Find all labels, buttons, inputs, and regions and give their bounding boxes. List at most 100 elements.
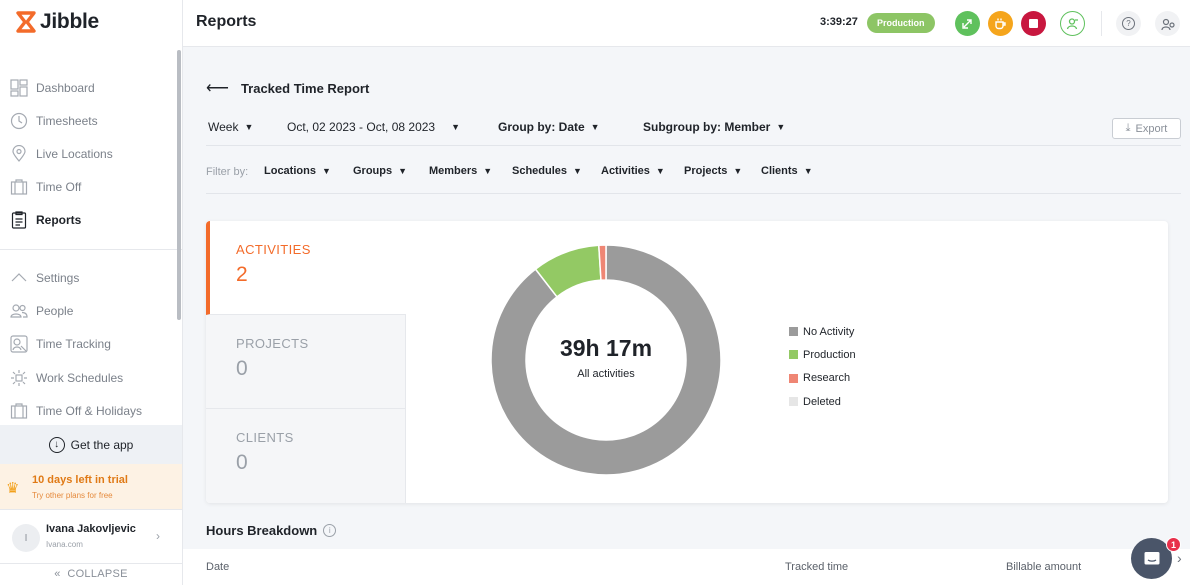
stop-square-icon xyxy=(1029,19,1038,28)
suitcase-icon xyxy=(10,179,28,195)
summary-card: ACTIVITIES 2 PROJECTS 0 CLIENTS 0 39h 17… xyxy=(206,221,1168,503)
jibble-logo[interactable]: Jibble xyxy=(16,10,99,34)
filter-projects[interactable]: Projects ▼ xyxy=(684,165,742,177)
chat-unread-badge: 1 xyxy=(1166,537,1181,552)
filter-label: Schedules xyxy=(512,165,568,177)
subgroup-by-dropdown[interactable]: Subgroup by: Member ▼ xyxy=(643,120,785,134)
sidebar-item-settings[interactable]: Settings xyxy=(10,266,79,290)
caret-down-icon: ▼ xyxy=(803,166,813,176)
chevron-right-icon: › xyxy=(156,529,160,543)
sidebar-item-timesheets[interactable]: Timesheets xyxy=(10,109,98,133)
get-app-button[interactable]: ↓ Get the app xyxy=(0,425,182,464)
user-settings-icon xyxy=(1160,18,1175,30)
legend-item-production[interactable]: Production xyxy=(789,343,856,366)
export-button[interactable]: ⤓ Export xyxy=(1112,118,1181,139)
filter-clients[interactable]: Clients ▼ xyxy=(761,165,813,177)
sidebar-item-time-tracking[interactable]: Time Tracking xyxy=(10,332,111,356)
sidebar-item-time-off[interactable]: Time Off xyxy=(10,175,81,199)
caret-down-icon: ▼ xyxy=(321,166,331,176)
legend-label: Production xyxy=(803,348,856,361)
stop-button[interactable] xyxy=(1021,11,1046,36)
get-app-label: Get the app xyxy=(70,437,134,452)
group-by-dropdown[interactable]: Group by: Date ▼ xyxy=(498,120,600,134)
caret-down-icon: ▼ xyxy=(776,122,786,132)
legend-label: No Activity xyxy=(803,325,855,338)
sidebar-item-label: Time Tracking xyxy=(36,337,111,351)
caret-down-icon: ▼ xyxy=(451,122,461,132)
sidebar-item-time-off-holidays[interactable]: Time Off & Holidays xyxy=(10,399,142,423)
sidebar-item-reports[interactable]: Reports xyxy=(10,208,81,232)
filter-label: Activities xyxy=(601,165,650,177)
back-arrow-icon[interactable]: ⟵ xyxy=(206,80,229,97)
column-header-tracked-time[interactable]: Tracked time xyxy=(785,561,849,573)
filter-label: Clients xyxy=(761,165,798,177)
clock-in-user-button[interactable] xyxy=(1060,11,1085,36)
chat-button[interactable] xyxy=(1131,538,1172,579)
caret-down-icon: ▼ xyxy=(573,166,582,176)
filter-groups[interactable]: Groups ▼ xyxy=(353,165,407,177)
sidebar-item-dashboard[interactable]: Dashboard xyxy=(10,76,95,100)
donut-slice-research[interactable] xyxy=(598,245,607,281)
break-button[interactable] xyxy=(988,11,1013,36)
period-value: Week xyxy=(208,120,239,134)
sidebar-item-label: Dashboard xyxy=(36,81,95,95)
divider xyxy=(206,145,1181,146)
sidebar-item-label: Time Off & Holidays xyxy=(36,404,143,418)
caret-down-icon: ▼ xyxy=(733,166,743,176)
legend-item-no-activity[interactable]: No Activity xyxy=(789,320,856,343)
location-pin-icon xyxy=(12,145,26,162)
collapse-label: COLLAPSE xyxy=(67,568,128,580)
section-title-text: Hours Breakdown xyxy=(206,523,318,538)
sidebar-item-live-locations[interactable]: Live Locations xyxy=(10,142,113,166)
chart-legend: No Activity Production Research Deleted xyxy=(789,320,856,413)
period-dropdown[interactable]: Week ▼ xyxy=(208,120,253,134)
filter-locations[interactable]: Locations ▼ xyxy=(264,165,331,177)
column-header-date[interactable]: Date xyxy=(206,561,230,573)
info-icon[interactable]: i xyxy=(323,524,337,537)
activity-badge[interactable]: Production xyxy=(867,13,935,33)
filter-label: Locations xyxy=(264,165,316,177)
legend-swatch xyxy=(789,397,798,407)
trial-banner[interactable]: ♛ 10 days left in trial Try other plans … xyxy=(0,464,182,509)
chevron-up-icon xyxy=(11,273,27,282)
date-range-dropdown[interactable]: Oct, 02 2023 - Oct, 08 2023 ▼ xyxy=(287,120,460,134)
filter-label: Filter by: xyxy=(206,166,249,178)
help-button[interactable]: ? xyxy=(1116,11,1141,36)
legend-item-deleted[interactable]: Deleted xyxy=(789,390,856,413)
filter-schedules[interactable]: Schedules ▼ xyxy=(512,165,582,177)
caret-down-icon: ▼ xyxy=(655,166,665,176)
filter-label: Projects xyxy=(684,165,728,177)
activities-donut-chart xyxy=(491,245,721,475)
timer-clock: 3:39:27 xyxy=(820,16,858,28)
trial-subtitle: Try other plans for free xyxy=(32,491,113,500)
stat-tab-clients[interactable]: CLIENTS 0 xyxy=(206,409,406,503)
sidebar-item-work-schedules[interactable]: Work Schedules xyxy=(10,366,123,390)
stat-tabs: ACTIVITIES 2 PROJECTS 0 CLIENTS 0 xyxy=(206,221,406,503)
double-chevron-left-icon: « xyxy=(54,568,61,580)
stat-tab-activities[interactable]: ACTIVITIES 2 xyxy=(206,221,406,315)
settings-button[interactable] xyxy=(1155,11,1180,36)
user-name: Ivana Jakovljevic xyxy=(46,523,136,535)
sidebar-scrollbar[interactable] xyxy=(177,50,181,320)
donut-slice-no-activity[interactable] xyxy=(491,245,721,475)
collapse-button[interactable]: « COLLAPSE xyxy=(0,568,182,580)
coffee-cup-icon xyxy=(995,18,1006,30)
user-profile[interactable]: I Ivana Jakovljevic Ivana.com › xyxy=(0,509,182,564)
column-header-billable-amount[interactable]: Billable amount xyxy=(1006,561,1082,573)
stat-tab-projects[interactable]: PROJECTS 0 xyxy=(206,315,406,409)
filter-members[interactable]: Members ▼ xyxy=(429,165,492,177)
download-icon: ⤓ xyxy=(1125,122,1131,134)
report-icon xyxy=(11,211,27,229)
sidebar-item-people[interactable]: People xyxy=(10,299,73,323)
report-title: Tracked Time Report xyxy=(240,80,370,96)
chevron-right-icon[interactable]: › xyxy=(1177,550,1182,566)
caret-down-icon: ▼ xyxy=(244,122,254,132)
caret-down-icon: ▼ xyxy=(483,166,493,176)
filter-activities[interactable]: Activities ▼ xyxy=(601,165,665,177)
switch-activity-button[interactable] xyxy=(955,11,980,36)
page-title: Reports xyxy=(196,13,257,30)
legend-swatch xyxy=(789,350,798,360)
legend-item-research[interactable]: Research xyxy=(789,367,856,390)
legend-swatch xyxy=(789,327,798,337)
caret-down-icon: ▼ xyxy=(590,122,600,132)
